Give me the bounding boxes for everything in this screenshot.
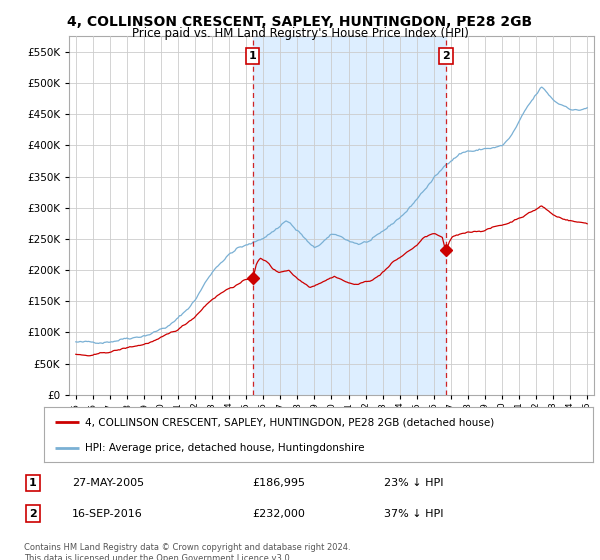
Text: 27-MAY-2005: 27-MAY-2005 (72, 478, 144, 488)
Text: 37% ↓ HPI: 37% ↓ HPI (384, 508, 443, 519)
Bar (253, 36, 446, 395)
Text: 23% ↓ HPI: 23% ↓ HPI (384, 478, 443, 488)
Text: 4, COLLINSON CRESCENT, SAPLEY, HUNTINGDON, PE28 2GB (detached house): 4, COLLINSON CRESCENT, SAPLEY, HUNTINGDO… (85, 418, 494, 427)
Text: 16-SEP-2016: 16-SEP-2016 (72, 508, 143, 519)
Text: HPI: Average price, detached house, Huntingdonshire: HPI: Average price, detached house, Hunt… (85, 444, 364, 453)
Text: Price paid vs. HM Land Registry's House Price Index (HPI): Price paid vs. HM Land Registry's House … (131, 27, 469, 40)
Text: Contains HM Land Registry data © Crown copyright and database right 2024.
This d: Contains HM Land Registry data © Crown c… (24, 543, 350, 560)
Text: £232,000: £232,000 (252, 508, 305, 519)
Text: 2: 2 (29, 508, 37, 519)
Text: 2: 2 (442, 51, 450, 61)
Text: 4, COLLINSON CRESCENT, SAPLEY, HUNTINGDON, PE28 2GB: 4, COLLINSON CRESCENT, SAPLEY, HUNTINGDO… (67, 15, 533, 29)
Text: £186,995: £186,995 (252, 478, 305, 488)
Text: 1: 1 (249, 51, 257, 61)
Text: 1: 1 (29, 478, 37, 488)
